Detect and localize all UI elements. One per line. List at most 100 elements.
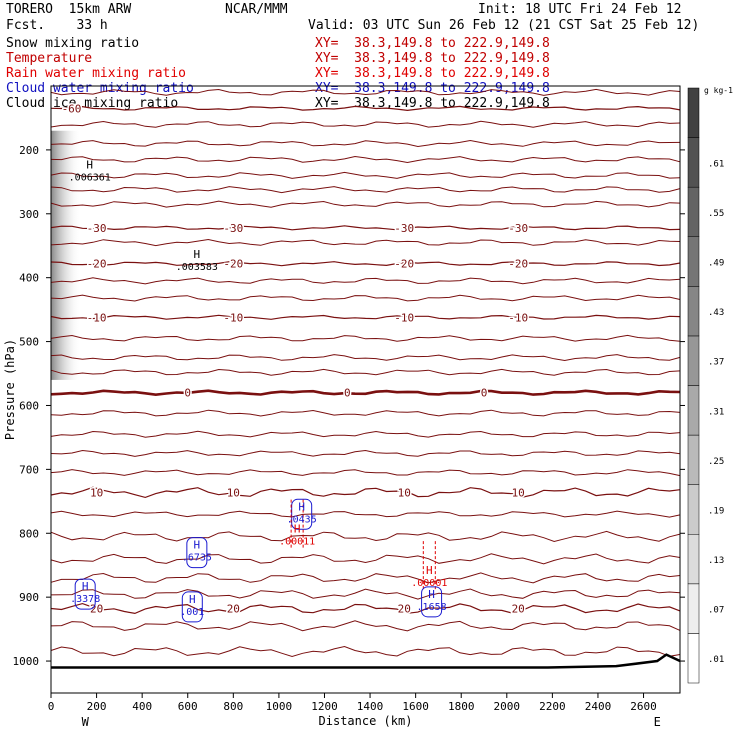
maximum-marker: H [189, 593, 196, 606]
temperature-contour [50, 572, 681, 584]
y-tick-label: 200 [19, 144, 39, 157]
temperature-contour [50, 171, 681, 179]
maximum-value: .3378 [70, 594, 100, 605]
colorbar-swatch [687, 87, 700, 138]
x-tick-label: 1000 [266, 700, 293, 713]
contour-label: -20 [87, 258, 107, 271]
temperature-contour-20 [50, 602, 681, 615]
model-title: TORERO 15km ARW [6, 2, 132, 17]
colorbar-swatch [687, 186, 700, 238]
contour-label: -20 [223, 258, 243, 271]
temperature-contour--60 [50, 105, 681, 112]
temperature-contour [50, 139, 681, 148]
field-snow-xy: XY= 38.3,149.8 to 222.9,149.8 [315, 36, 550, 51]
y-tick-label: 800 [19, 527, 39, 540]
y-axis-label: Pressure (hPa) [3, 339, 17, 440]
maximum-marker: H [294, 523, 301, 536]
colorbar-tick-label: .19 [708, 506, 724, 516]
temperature-contour [50, 354, 681, 362]
maximum-value: .00001 [411, 578, 447, 589]
center-label: NCAR/MMM [225, 2, 288, 17]
y-tick-label: 700 [19, 463, 39, 476]
maximum-value: .6735 [182, 553, 212, 564]
contour-label: -10 [223, 311, 243, 324]
temperature-contour [50, 155, 681, 164]
contour-label: 0 [184, 387, 191, 400]
temperature-contour-10 [50, 486, 681, 499]
colorbar-tick-label: .31 [708, 407, 724, 417]
contour-label: -10 [87, 311, 107, 324]
x-axis-label: Distance (km) [319, 714, 413, 728]
contour-label: -10 [394, 311, 414, 324]
x-tick-label: 1200 [311, 700, 338, 713]
temperature-contour [50, 334, 681, 342]
temperature-contour [50, 469, 681, 477]
contour-label: -20 [394, 258, 414, 271]
x-tick-label: 200 [87, 700, 107, 713]
maximum-marker: H [194, 539, 201, 552]
temperature-contour [50, 620, 681, 632]
temperature-contour [50, 277, 681, 285]
contour-label: -60 [62, 102, 82, 115]
x-tick-label: 2000 [494, 700, 521, 713]
plot-frame [50, 85, 681, 694]
contour-label: -30 [87, 222, 107, 235]
init-time: Init: 18 UTC Fri 24 Feb 12 [478, 2, 682, 17]
temperature-contour [50, 120, 681, 128]
maximum-marker: H [428, 588, 435, 601]
forecast-hour: Fcst. 33 h [6, 18, 108, 33]
colorbar-unit: g kg-1 [704, 86, 733, 95]
cloud-water-contour [74, 578, 96, 610]
contour-label: 20 [512, 603, 525, 616]
temperature-contour [50, 430, 681, 438]
west-label: W [82, 715, 90, 729]
cloud-water-contour [181, 591, 203, 623]
colorbar-swatch [687, 434, 700, 485]
valid-time: Valid: 03 UTC Sun 26 Feb 12 (21 CST Sat … [308, 18, 700, 33]
field-temperature: Temperature [6, 51, 93, 66]
colorbar-tick-label: .25 [708, 457, 724, 467]
colorbar-swatch [687, 633, 700, 684]
colorbar-swatch [687, 236, 700, 287]
x-tick-label: 0 [48, 700, 55, 713]
field-snow: Snow mixing ratio [6, 36, 140, 51]
contour-label: -30 [508, 222, 528, 235]
contour-label: -20 [508, 258, 528, 271]
field-rain-xy: XY= 38.3,149.8 to 222.9,149.8 [315, 66, 550, 81]
temperature-contour [50, 645, 681, 658]
contour-label: -30 [223, 222, 243, 235]
colorbar-swatch [687, 335, 700, 386]
contour-label: -10 [508, 311, 528, 324]
temperature-contour [50, 238, 681, 247]
contour-label: 10 [398, 486, 411, 499]
contour-label: 10 [512, 486, 525, 499]
rain-contour [422, 541, 436, 592]
y-tick-label: 400 [19, 272, 39, 285]
contour-label: 20 [398, 603, 411, 616]
temperature-contour [50, 186, 681, 194]
maximum-marker: H [82, 580, 89, 593]
temperature-contour [50, 530, 681, 543]
maximum-value: .0435 [287, 514, 317, 525]
contour-label: 20 [90, 603, 103, 616]
x-tick-label: 800 [223, 700, 243, 713]
y-tick-label: 600 [19, 399, 39, 412]
terrain-line [51, 653, 681, 669]
colorbar-swatch [687, 583, 700, 634]
colorbar-swatch [687, 137, 700, 188]
temperature-contour--20 [50, 261, 681, 267]
colorbar-swatch [687, 385, 700, 436]
temperature-contour--10 [50, 314, 681, 320]
contour-label: -30 [394, 222, 414, 235]
maximum-marker: H [194, 248, 201, 261]
snow-shading [51, 130, 81, 380]
x-tick-label: 400 [132, 700, 152, 713]
contour-label: 10 [227, 486, 240, 499]
x-tick-label: 2200 [539, 700, 566, 713]
x-tick-label: 2400 [585, 700, 612, 713]
colorbar-tick-label: .55 [708, 209, 724, 219]
maximum-value: .1658 [417, 602, 447, 613]
y-tick-label: 1000 [13, 655, 40, 668]
y-tick-label: 300 [19, 208, 39, 221]
